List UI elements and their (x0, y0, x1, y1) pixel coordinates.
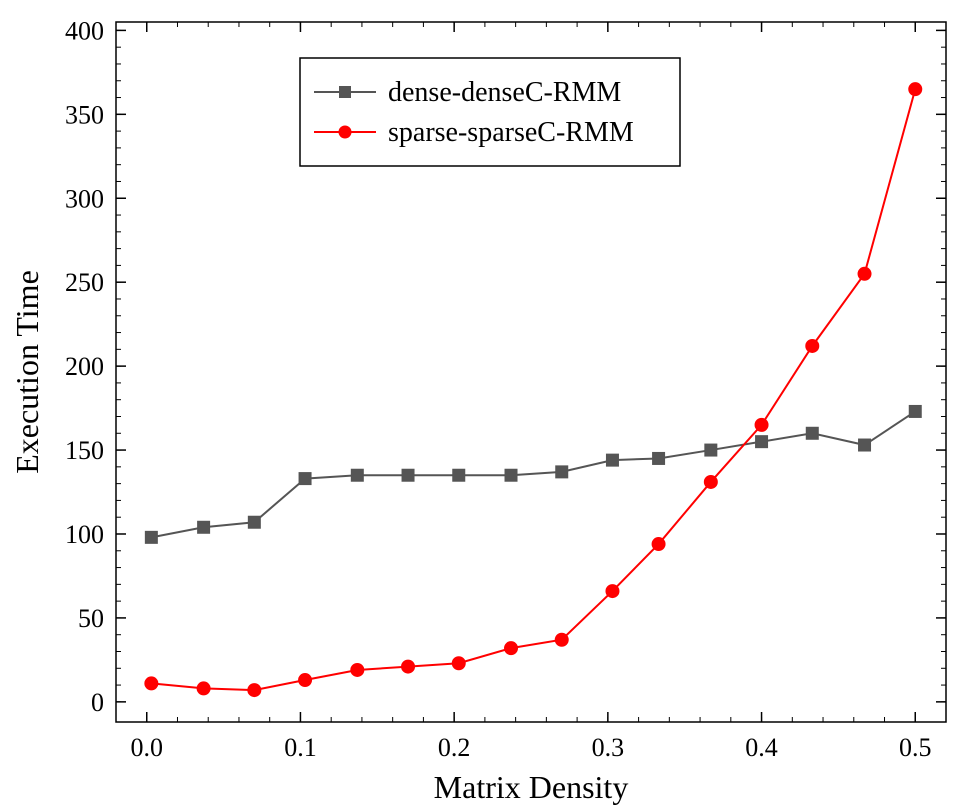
series-dense-line (151, 411, 915, 537)
chart-container: 0.0 0.1 0.2 0.3 0.4 0.5 Matrix Density 0 50 100 15… (0, 0, 975, 811)
x-tick-label: 0.5 (899, 733, 932, 762)
series-sparse-marker (704, 475, 717, 488)
series-sparse-marker (452, 657, 465, 670)
series-dense-marker (859, 439, 871, 451)
y-tick-label: 200 (65, 352, 104, 381)
line-chart: 0.0 0.1 0.2 0.3 0.4 0.5 Matrix Density 0 50 100 15… (0, 0, 975, 811)
series-dense-marker (505, 469, 517, 481)
series-dense-marker (299, 473, 311, 485)
series-dense-marker (453, 469, 465, 481)
x-tick-label: 0.2 (438, 733, 471, 762)
y-tick-label: 0 (91, 688, 104, 717)
series-sparse-marker (806, 339, 819, 352)
series-dense (145, 405, 921, 543)
series-dense-marker (248, 516, 260, 528)
series-dense-marker (705, 444, 717, 456)
x-tick-label: 0.4 (745, 733, 778, 762)
series-sparse (145, 83, 922, 697)
series-dense-marker (556, 466, 568, 478)
legend-label-sparse: sparse-sparseC-RMM (388, 117, 634, 148)
legend-marker-dense (339, 86, 351, 98)
series-dense-marker (351, 469, 363, 481)
series-sparse-marker (505, 642, 518, 655)
y-tick-label: 350 (65, 100, 104, 129)
series-sparse-marker (351, 663, 364, 676)
series-sparse-marker (606, 585, 619, 598)
y-tick-label: 100 (65, 520, 104, 549)
x-tick-label: 0.0 (130, 733, 163, 762)
y-tick-label: 400 (65, 16, 104, 45)
y-tick-label: 300 (65, 184, 104, 213)
y-tick-label: 250 (65, 268, 104, 297)
series-sparse-marker (652, 538, 665, 551)
legend: dense-denseC-RMM sparse-sparseC-RMM (300, 58, 680, 166)
series-dense-marker (909, 405, 921, 417)
series-sparse-marker (145, 677, 158, 690)
x-tick-label: 0.3 (592, 733, 625, 762)
series-sparse-marker (555, 633, 568, 646)
legend-label-dense: dense-denseC-RMM (388, 77, 621, 108)
series-dense-marker (756, 436, 768, 448)
series-sparse-line (151, 89, 915, 690)
series-dense-marker (198, 521, 210, 533)
legend-marker-sparse (339, 126, 352, 139)
series-sparse-marker (402, 660, 415, 673)
series-sparse-marker (299, 674, 312, 687)
legend-box (300, 58, 680, 166)
x-tick-label: 0.1 (284, 733, 317, 762)
series-dense-marker (145, 531, 157, 543)
series-sparse-marker (197, 682, 210, 695)
series-dense-marker (806, 427, 818, 439)
series-sparse-marker (858, 267, 871, 280)
series-sparse-marker (909, 83, 922, 96)
x-axis-title: Matrix Density (434, 769, 629, 805)
series-dense-marker (402, 469, 414, 481)
y-axis-title: Execution Time (9, 270, 45, 474)
series-dense-marker (653, 452, 665, 464)
series-dense-marker (606, 454, 618, 466)
series-sparse-marker (755, 418, 768, 431)
y-tick-label: 50 (78, 604, 104, 633)
series-sparse-marker (248, 684, 261, 697)
y-tick-label: 150 (65, 436, 104, 465)
